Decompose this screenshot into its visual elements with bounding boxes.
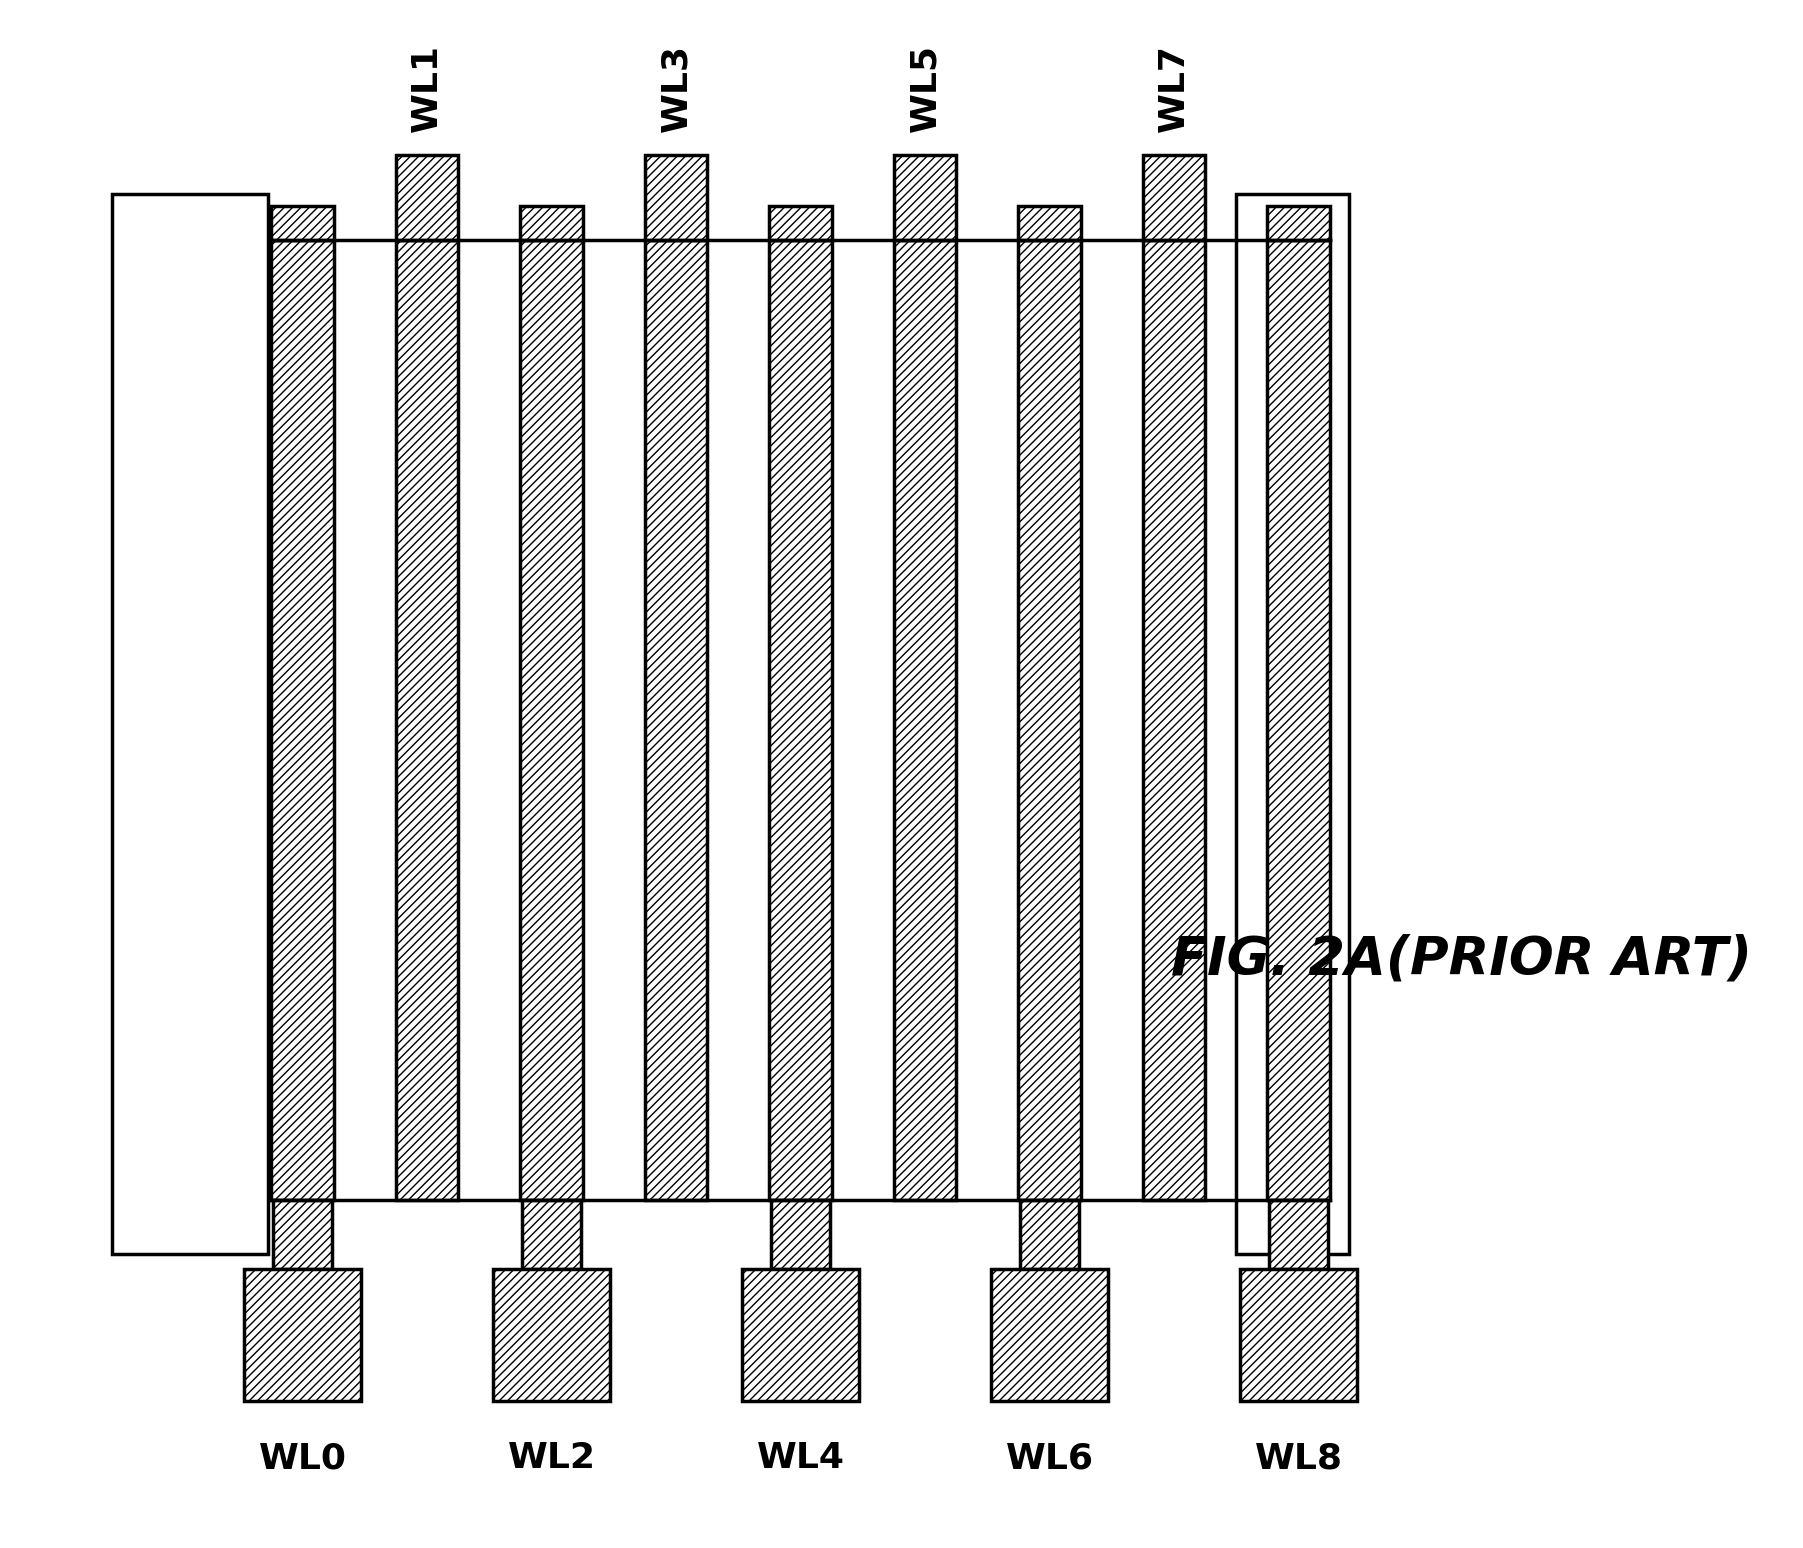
- Bar: [741, 1269, 860, 1401]
- Bar: [523, 1200, 581, 1269]
- Bar: [243, 1269, 361, 1401]
- Text: WL4: WL4: [757, 1441, 844, 1475]
- Bar: [772, 1200, 829, 1269]
- Bar: [1143, 155, 1204, 240]
- Bar: [645, 155, 707, 240]
- Text: WL7: WL7: [1158, 43, 1192, 132]
- Bar: [1268, 206, 1329, 240]
- Bar: [894, 240, 956, 1200]
- Bar: [645, 240, 707, 1200]
- Bar: [521, 240, 582, 1200]
- Text: WL0: WL0: [258, 1441, 346, 1475]
- Bar: [992, 1269, 1109, 1401]
- Bar: [397, 240, 458, 1200]
- Bar: [1143, 240, 1204, 1200]
- Bar: [112, 194, 269, 1254]
- Bar: [1019, 240, 1080, 1200]
- Bar: [770, 206, 831, 240]
- Bar: [770, 240, 831, 1200]
- Bar: [1268, 240, 1329, 1200]
- Bar: [1269, 1200, 1329, 1269]
- Text: WL2: WL2: [508, 1441, 595, 1475]
- Bar: [1019, 206, 1080, 240]
- Bar: [272, 206, 334, 240]
- Text: WL1: WL1: [409, 43, 444, 132]
- Text: WL5: WL5: [909, 43, 941, 132]
- Bar: [894, 155, 956, 240]
- Bar: [274, 1200, 332, 1269]
- Text: WL3: WL3: [660, 43, 692, 132]
- Text: FIG. 2A(PRIOR ART): FIG. 2A(PRIOR ART): [1170, 933, 1751, 986]
- Bar: [1020, 1200, 1078, 1269]
- Bar: [272, 240, 334, 1200]
- Text: WL8: WL8: [1255, 1441, 1343, 1475]
- Bar: [521, 206, 582, 240]
- Bar: [1237, 194, 1349, 1254]
- Text: WL6: WL6: [1006, 1441, 1094, 1475]
- Bar: [397, 155, 458, 240]
- Bar: [492, 1269, 611, 1401]
- Bar: [1240, 1269, 1358, 1401]
